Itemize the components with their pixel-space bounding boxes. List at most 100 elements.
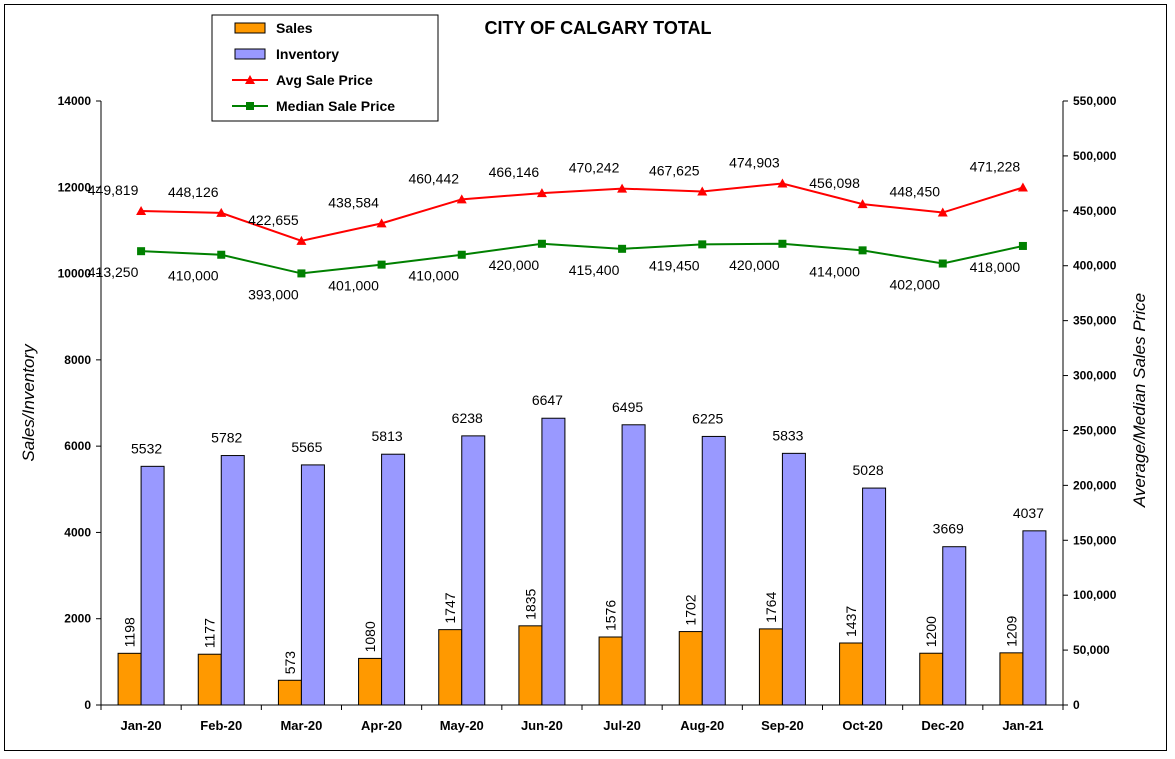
inventory-bar [862, 487, 887, 706]
median-price-data-label: 410,000 [408, 268, 459, 284]
avg-price-marker [536, 188, 547, 198]
median-price-data-label: 393,000 [248, 286, 299, 302]
chart-title: CITY OF CALGARY TOTAL [484, 18, 711, 38]
sales-bar [438, 629, 463, 706]
sales-bar [598, 636, 623, 706]
legend-sales-swatch [234, 22, 266, 34]
sales-data-label: 1177 [202, 618, 218, 648]
left-axis-title: Sales/Inventory [19, 343, 38, 462]
inventory-bar [621, 424, 646, 706]
sales-data-label: 1747 [442, 592, 458, 623]
legend-avg-price-marker [245, 75, 255, 84]
median-price-marker [938, 259, 947, 268]
median-price-line [141, 242, 1024, 275]
avg-price-data-label: 474,903 [729, 154, 780, 170]
inventory-bar [461, 435, 486, 706]
median-price-marker [137, 247, 146, 256]
left-tick-label: 6000 [64, 439, 91, 453]
avg-price-marker [376, 218, 387, 228]
avg-price-data-label: 460,442 [408, 170, 459, 186]
inventory-data-label: 5565 [291, 439, 322, 455]
inventory-bar [140, 465, 165, 706]
left-tick-label: 8000 [64, 353, 91, 367]
sales-data-label: 1702 [683, 594, 699, 625]
sales-bar [117, 652, 142, 706]
inventory-data-label: 6495 [612, 399, 643, 415]
sales-bar [758, 628, 783, 706]
inventory-data-label: 6238 [452, 410, 483, 426]
avg-price-marker [937, 207, 948, 217]
legend-label: Median Sale Price [276, 98, 395, 114]
median-price-marker [698, 240, 707, 249]
legend-median-price-marker [246, 102, 254, 110]
left-tick-label: 12000 [58, 180, 92, 194]
left-tick-label: 14000 [58, 94, 92, 108]
median-price-data-label: 414,000 [809, 263, 860, 279]
x-tick-label: Sep-20 [761, 718, 804, 733]
median-price-marker [297, 269, 306, 278]
avg-price-data-label: 466,146 [489, 164, 540, 180]
sales-bar [277, 679, 302, 706]
sales-data-label: 1576 [603, 600, 619, 631]
avg-price-marker [216, 207, 227, 217]
x-tick-label: Oct-20 [842, 718, 882, 733]
median-price-marker [537, 239, 546, 248]
median-price-data-label: 418,000 [970, 259, 1021, 275]
avg-price-data-label: 438,584 [328, 194, 379, 210]
inventory-data-label: 6647 [532, 392, 563, 408]
inventory-bar [701, 435, 726, 706]
legend-label: Avg Sale Price [276, 72, 373, 88]
left-tick-label: 4000 [64, 525, 91, 539]
avg-price-data-label: 448,450 [889, 184, 940, 200]
legend-inventory-swatch [234, 48, 266, 60]
right-tick-label: 550,000 [1073, 94, 1117, 108]
left-tick-label: 10000 [58, 267, 92, 281]
sales-bar [999, 652, 1024, 706]
median-price-marker [618, 244, 627, 253]
avg-price-data-label: 471,228 [970, 159, 1021, 175]
avg-price-marker [456, 194, 467, 204]
avg-price-marker [1017, 182, 1028, 192]
inventory-data-label: 6225 [692, 410, 723, 426]
right-tick-label: 250,000 [1073, 423, 1117, 437]
avg-price-data-label: 448,126 [168, 184, 219, 200]
sales-bar [678, 631, 703, 706]
sales-data-label: 1437 [843, 606, 859, 637]
right-tick-label: 500,000 [1073, 149, 1117, 163]
median-price-data-label: 413,250 [88, 264, 139, 280]
avg-price-marker [697, 186, 708, 196]
x-tick-label: Apr-20 [361, 718, 402, 733]
median-price-data-label: 420,000 [489, 257, 540, 273]
x-tick-label: Jan-21 [1002, 718, 1043, 733]
avg-price-data-label: 422,655 [248, 212, 299, 228]
inventory-data-label: 5532 [131, 440, 162, 456]
median-price-marker [1018, 241, 1027, 250]
plot-area: 0 2000 4000 6000 8000 10000 12000 14000 0 50,000 1… [19, 14, 1149, 733]
median-price-data-label: 402,000 [889, 277, 940, 293]
avg-price-marker [777, 178, 788, 188]
median-price-marker [217, 250, 226, 259]
sales-bar [839, 642, 864, 706]
inventory-data-label: 3669 [933, 521, 964, 537]
sales-bar [919, 652, 944, 706]
median-price-marker [858, 246, 867, 255]
left-tick-label: 2000 [64, 612, 91, 626]
inventory-bar [300, 464, 325, 706]
avg-price-data-label: 467,625 [649, 162, 700, 178]
sales-data-label: 1209 [1003, 615, 1019, 646]
sales-data-label: 1200 [923, 616, 939, 647]
median-price-data-label: 410,000 [168, 268, 219, 284]
inventory-data-label: 5028 [853, 462, 884, 478]
median-price-marker [778, 239, 787, 248]
right-tick-label: 400,000 [1073, 259, 1117, 273]
avg-price-data-label: 449,819 [88, 182, 139, 198]
sales-bar [197, 653, 222, 706]
sales-data-label: 1764 [763, 592, 779, 623]
legend-label: Sales [276, 20, 313, 36]
right-tick-label: 50,000 [1073, 643, 1110, 657]
inventory-data-label: 5833 [772, 427, 803, 443]
inventory-bar [781, 452, 806, 706]
sales-data-label: 1835 [522, 588, 538, 619]
right-tick-label: 450,000 [1073, 204, 1117, 218]
